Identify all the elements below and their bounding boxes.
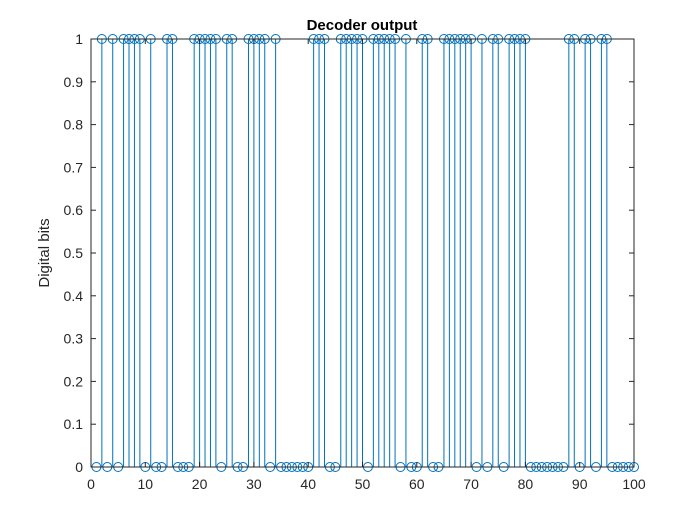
x-tick-label: 60 <box>409 476 425 492</box>
x-tick-label: 70 <box>463 476 479 492</box>
y-tick-label: 0.3 <box>64 331 84 347</box>
x-tick-label: 100 <box>622 476 646 492</box>
y-tick-label: 0.1 <box>64 416 84 432</box>
y-tick-label: 1 <box>75 31 83 47</box>
x-tick-label: 90 <box>572 476 588 492</box>
y-axis: 0 0.1 0.2 0.3 0.4 0.5 0.6 0.7 0.8 0.9 1 <box>64 31 634 475</box>
x-axis: 0 10 20 30 40 50 60 70 80 90 100 <box>87 39 646 492</box>
x-tick-label: 0 <box>87 476 95 492</box>
chart-title: Decoder output <box>307 17 418 34</box>
x-tick-label: 20 <box>192 476 208 492</box>
y-tick-label: 0.2 <box>64 373 84 389</box>
y-tick-label: 0.6 <box>64 202 84 218</box>
x-tick-label: 10 <box>138 476 154 492</box>
x-tick-label: 80 <box>518 476 534 492</box>
y-tick-label: 0 <box>75 459 83 475</box>
y-tick-label: 0.5 <box>64 245 84 261</box>
x-tick-label: 40 <box>300 476 316 492</box>
y-tick-label: 0.7 <box>64 159 84 175</box>
y-axis-title: Digital bits <box>36 218 53 287</box>
y-tick-label: 0.4 <box>64 288 84 304</box>
x-tick-label: 30 <box>246 476 262 492</box>
x-tick-label: 50 <box>355 476 371 492</box>
y-tick-label: 0.9 <box>64 74 84 90</box>
stems-layer <box>101 39 608 467</box>
y-tick-label: 0.8 <box>64 117 84 133</box>
